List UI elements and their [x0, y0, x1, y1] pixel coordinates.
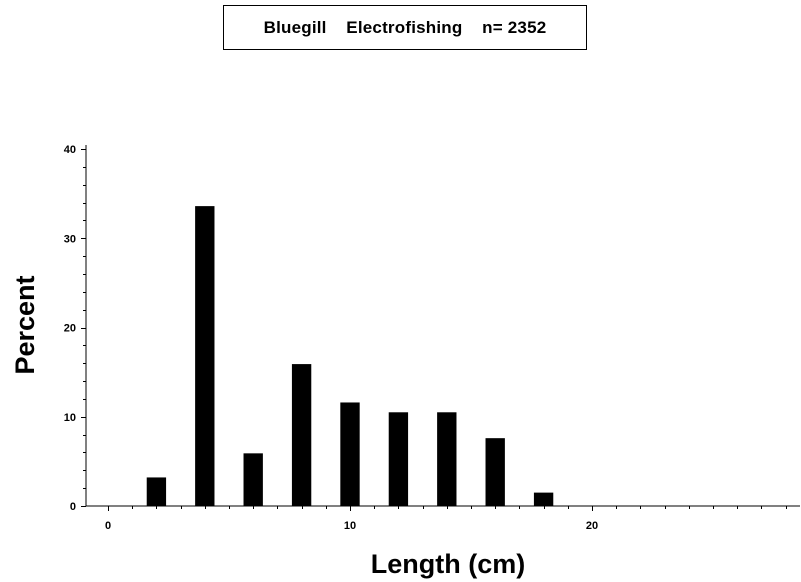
bars: [146, 206, 554, 506]
bar-12cm: [388, 412, 409, 506]
bar-4cm: [195, 206, 215, 506]
x-ticks: 0 10 20: [105, 506, 787, 532]
x-tick-label: 20: [586, 520, 598, 532]
chart-title: Bluegill Electrofishing n= 2352: [223, 5, 587, 50]
bar-6cm: [243, 453, 263, 506]
bar-14cm: [437, 412, 457, 506]
y-tick-label: 10: [64, 412, 76, 424]
x-tick-label: 0: [105, 520, 111, 532]
x-axis-title: Length (cm): [371, 549, 526, 579]
y-axis-title: Percent: [10, 275, 40, 374]
y-tick-label: 20: [64, 323, 76, 335]
y-tick-label: 40: [64, 144, 76, 156]
bar-10cm: [340, 402, 360, 506]
bar-16cm: [485, 438, 505, 506]
x-tick-label: 10: [344, 520, 356, 532]
bar-18cm: [533, 492, 554, 506]
y-tick-label: 0: [70, 501, 76, 513]
y-tick-label: 30: [64, 233, 76, 245]
bar-2cm: [146, 477, 167, 506]
bar-8cm: [291, 364, 312, 506]
y-ticks: 0 10 20 30 40: [64, 144, 86, 513]
